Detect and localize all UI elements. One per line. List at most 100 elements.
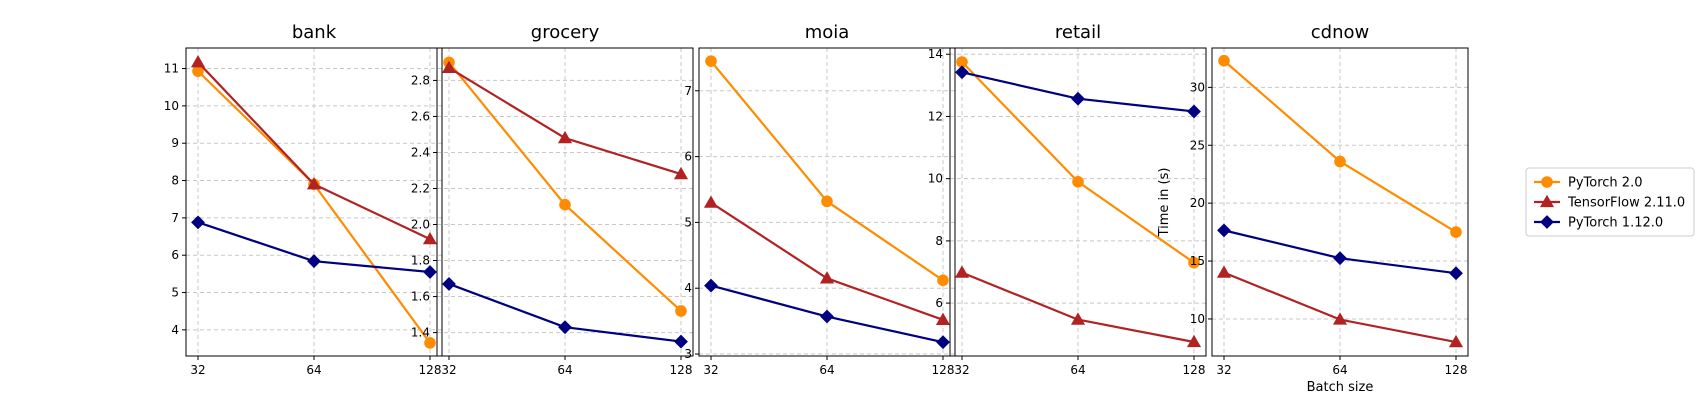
y-tick-label: 2.2 — [411, 181, 430, 195]
y-tick-label: 6 — [684, 150, 692, 164]
y-tick-label: 12 — [928, 109, 943, 123]
data-point — [1072, 175, 1084, 188]
y-tick-label: 10 — [164, 99, 179, 113]
panel-title: grocery — [531, 22, 600, 43]
data-point — [1071, 91, 1085, 106]
y-tick-label: 7 — [684, 84, 692, 98]
x-tick-label: 64 — [306, 363, 321, 377]
y-tick-label: 20 — [1190, 196, 1205, 210]
data-point — [1070, 312, 1086, 325]
y-tick-label: 14 — [928, 47, 943, 61]
data-point — [937, 274, 949, 287]
data-point — [674, 334, 688, 349]
data-point — [936, 335, 950, 350]
data-point — [675, 305, 687, 317]
y-tick-label: 6 — [935, 296, 943, 310]
data-point — [1188, 256, 1200, 269]
x-tick-label: 128 — [1445, 363, 1468, 377]
y-tick-label: 2.0 — [411, 218, 430, 232]
x-tick-label: 64 — [1070, 363, 1085, 377]
x-tick-label: 32 — [190, 363, 205, 377]
y-tick-label: 9 — [171, 136, 179, 150]
data-point — [1186, 334, 1202, 348]
data-point — [673, 166, 689, 180]
data-point — [442, 277, 456, 291]
x-axis-label: Batch size — [1307, 380, 1374, 395]
y-tick-label: 8 — [171, 174, 179, 188]
data-point — [307, 254, 321, 269]
legend-marker — [1540, 215, 1554, 229]
data-point — [935, 312, 951, 325]
y-tick-label: 10 — [1190, 312, 1205, 326]
legend: PyTorch 2.0 TensorFlow 2.11.0 PyTorch 1.12… — [1525, 167, 1695, 237]
data-point — [191, 215, 205, 230]
y-tick-label: 30 — [1190, 80, 1205, 94]
data-point — [1448, 334, 1464, 348]
y-tick-label: 25 — [1190, 138, 1205, 152]
panel-title: moia — [805, 22, 850, 43]
data-point — [1217, 223, 1231, 238]
y-tick-label: 4 — [684, 281, 692, 295]
y-tick-label: 1.4 — [411, 326, 430, 340]
data-point — [821, 195, 833, 208]
x-tick-label: 64 — [1332, 363, 1347, 377]
y-tick-label: 1.6 — [411, 290, 430, 304]
data-point — [1333, 251, 1347, 266]
panel-cdnow: 10 15 20 25 30 32 64 128 cdnow Batch size Time in … — [1157, 22, 1469, 395]
data-point — [954, 265, 970, 278]
panel-title: retail — [1055, 22, 1101, 43]
data-point — [1218, 54, 1230, 67]
y-tick-label: 5 — [171, 286, 179, 300]
x-tick-label: 128 — [932, 363, 955, 377]
data-point — [704, 278, 718, 293]
y-tick-label: 10 — [928, 172, 943, 186]
data-point — [820, 309, 834, 324]
data-point — [423, 265, 437, 279]
x-tick-label: 64 — [557, 363, 572, 377]
x-tick-label: 32 — [1216, 363, 1231, 377]
data-point — [1334, 155, 1346, 168]
data-point — [705, 55, 717, 67]
x-tick-label: 32 — [441, 363, 456, 377]
data-point — [1216, 265, 1232, 278]
legend-marker — [1541, 176, 1553, 188]
y-tick-label: 2.8 — [411, 73, 430, 87]
data-point — [441, 60, 457, 73]
y-tick-label: 8 — [935, 234, 943, 248]
y-tick-label: 2.6 — [411, 109, 430, 123]
legend-entry-label: PyTorch 1.12.0 — [1568, 216, 1663, 231]
y-tick-label: 4 — [171, 323, 179, 337]
x-tick-label: 128 — [419, 363, 442, 377]
data-point — [703, 195, 719, 208]
y-tick-label: 5 — [684, 215, 692, 229]
y-tick-label: 11 — [164, 62, 179, 76]
x-tick-label: 128 — [1183, 363, 1206, 377]
data-point — [306, 177, 322, 190]
data-point — [559, 198, 571, 211]
y-tick-label: 2.4 — [411, 145, 430, 159]
x-tick-label: 32 — [954, 363, 969, 377]
panel-title: cdnow — [1311, 22, 1369, 43]
data-point — [190, 54, 206, 68]
y-tick-label: 7 — [171, 211, 179, 225]
data-point — [1187, 104, 1201, 119]
data-point — [557, 130, 573, 144]
x-tick-label: 32 — [703, 363, 718, 377]
y-tick-label: 1.8 — [411, 254, 430, 268]
legend-marker — [1539, 194, 1555, 208]
legend-entry-label: PyTorch 2.0 — [1568, 176, 1642, 191]
data-point — [819, 271, 835, 284]
data-point — [1450, 226, 1462, 238]
data-point — [422, 231, 438, 245]
panel-title: bank — [292, 22, 337, 43]
y-tick-label: 6 — [171, 248, 179, 262]
data-point — [955, 65, 969, 80]
data-point — [558, 320, 572, 335]
data-point — [1449, 266, 1463, 281]
legend-box — [1525, 167, 1695, 237]
y-tick-label: 3 — [684, 347, 692, 361]
data-point — [1332, 312, 1348, 325]
